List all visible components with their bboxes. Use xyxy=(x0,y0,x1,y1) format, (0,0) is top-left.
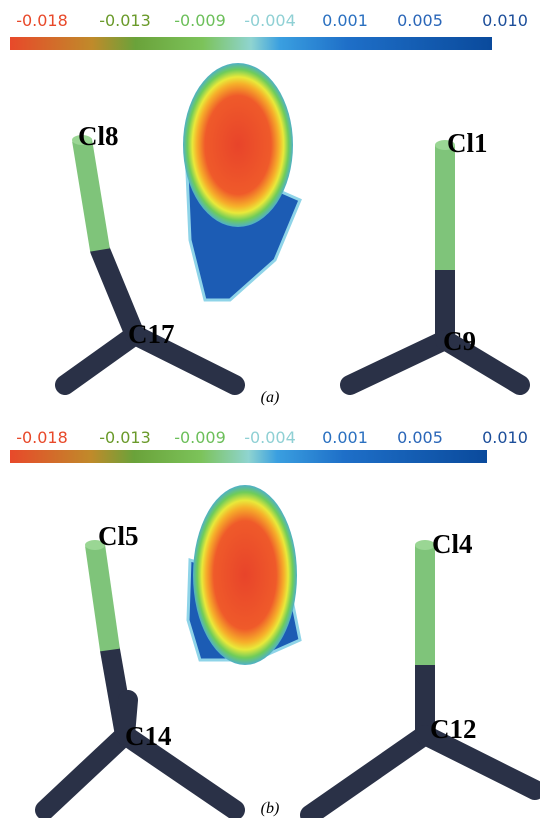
colorbar-label: -0.013 xyxy=(99,428,151,447)
bond xyxy=(45,735,125,810)
cl-bond xyxy=(82,140,100,250)
atom-label: C17 xyxy=(128,319,175,349)
bond xyxy=(350,340,445,385)
colorbar-label: 0.005 xyxy=(397,11,443,30)
colorbar xyxy=(10,450,487,463)
bond xyxy=(65,335,135,385)
colorbar-label: -0.004 xyxy=(244,11,296,30)
panels: -0.018 -0.013 -0.009 -0.004 0.001 0.005 0.010 C… xyxy=(10,11,535,817)
caption: (a) xyxy=(261,389,280,406)
bond xyxy=(310,735,425,815)
colorbar-label: -0.018 xyxy=(16,11,68,30)
figure: -0.018 -0.013 -0.009 -0.004 0.001 0.005 0.010 C… xyxy=(0,0,540,818)
atom-label: C14 xyxy=(125,721,172,751)
colorbar-label: -0.013 xyxy=(99,11,151,30)
colorbar-label: -0.018 xyxy=(16,428,68,447)
colorbar-label: 0.010 xyxy=(482,11,528,30)
panel: -0.018 -0.013 -0.009 -0.004 0.001 0.005 0.010 C… xyxy=(10,428,535,817)
colorbar-label: 0.010 xyxy=(482,428,528,447)
atom-label: Cl8 xyxy=(78,121,119,151)
surface-hotspot xyxy=(183,63,293,227)
atom-label: Cl4 xyxy=(432,529,473,559)
atom-label: Cl1 xyxy=(447,128,488,158)
surface-hotspot xyxy=(193,485,297,665)
colorbar-label: 0.001 xyxy=(322,11,368,30)
colorbar-label: 0.001 xyxy=(322,428,368,447)
colorbar-label: -0.009 xyxy=(174,11,226,30)
colorbar-label: -0.009 xyxy=(174,428,226,447)
atom-label: C12 xyxy=(430,714,477,744)
colorbar-label: 0.005 xyxy=(397,428,443,447)
cl-bond xyxy=(95,545,110,650)
atom-label: C9 xyxy=(443,326,476,356)
colorbar xyxy=(10,37,492,50)
panel: -0.018 -0.013 -0.009 -0.004 0.001 0.005 0.010 C… xyxy=(10,11,528,406)
caption: (b) xyxy=(261,800,280,817)
atom-label: Cl5 xyxy=(98,521,139,551)
colorbar-label: -0.004 xyxy=(244,428,296,447)
